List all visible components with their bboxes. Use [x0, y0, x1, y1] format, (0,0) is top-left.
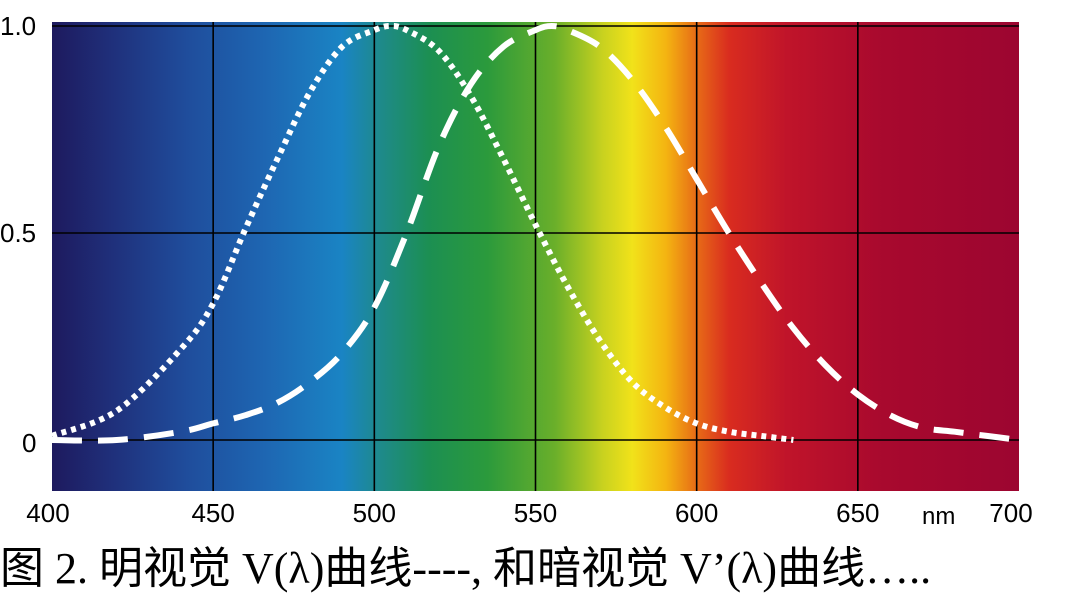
y-tick-label: 0.5	[0, 218, 36, 248]
series-line-photopic	[51, 22, 1020, 444]
x-tick-label: 400	[26, 498, 69, 528]
x-tick-label: 700	[989, 498, 1032, 528]
x-tick-label: 500	[353, 498, 396, 528]
plot-area	[50, 22, 1020, 491]
y-tick-label: 0	[22, 428, 36, 458]
x-tick-label: 550	[514, 498, 557, 528]
series-layer	[50, 22, 1020, 444]
x-axis-ticks: 400 450 500 550 600 650 700	[26, 498, 1032, 528]
x-tick-label: 600	[675, 498, 718, 528]
series-line-scotopic	[50, 22, 794, 443]
figure-caption: 图 2. 明视觉 V(λ)曲线----, 和暗视觉 V’(λ)曲线…..	[0, 544, 932, 593]
x-unit-label: nm	[922, 503, 955, 530]
x-tick-label: 450	[191, 498, 234, 528]
y-tick-label: 1.0	[0, 11, 36, 41]
y-axis-ticks: 0 0.5 1.0	[0, 11, 36, 458]
grid	[52, 22, 1019, 491]
x-tick-label: 650	[836, 498, 879, 528]
